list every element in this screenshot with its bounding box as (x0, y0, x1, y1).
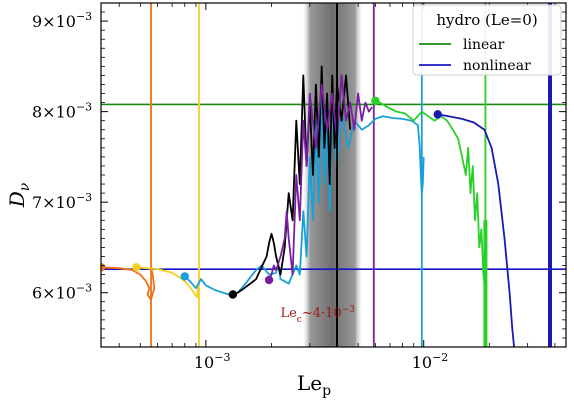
legend-label-linear: linear (463, 37, 505, 53)
series-marker-6 (433, 110, 442, 119)
series-marker-4 (264, 275, 274, 285)
x-tick-label-0: 10−3 (194, 351, 231, 372)
series-line-4 (268, 74, 373, 281)
legend-title: hydro (Le=0) (436, 11, 537, 29)
series-line-0 (101, 266, 156, 301)
y-axis-label: Dν (5, 182, 33, 208)
series-marker-2 (180, 272, 189, 281)
series-line-6 (437, 113, 515, 347)
series-line-1 (136, 266, 200, 299)
legend: hydro (Le=0) linear nonlinear (412, 4, 562, 76)
series-marker-5 (371, 96, 380, 105)
axes: 10−3 10−2 6×10−3 7×10−3 8×10−3 9×10−3 Lep Dν (5, 2, 567, 399)
series-line-3 (232, 65, 352, 296)
y-tick-label-3: 9×10−3 (32, 10, 92, 31)
x-axis-label: Lep (297, 371, 331, 399)
series-marker-1 (132, 263, 141, 272)
y-tick-label-2: 8×10−3 (32, 101, 92, 122)
legend-box (412, 4, 562, 76)
annotation-text: Lec~4·10−3 (280, 305, 355, 325)
y-tick-label-0: 6×10−3 (32, 282, 92, 303)
series-line-5 (375, 99, 487, 347)
y-tick-label-1: 7×10−3 (32, 191, 92, 212)
x-tick-label-1: 10−2 (412, 351, 449, 372)
legend-label-nonlinear: nonlinear (463, 58, 531, 74)
series-marker-3 (228, 290, 238, 299)
